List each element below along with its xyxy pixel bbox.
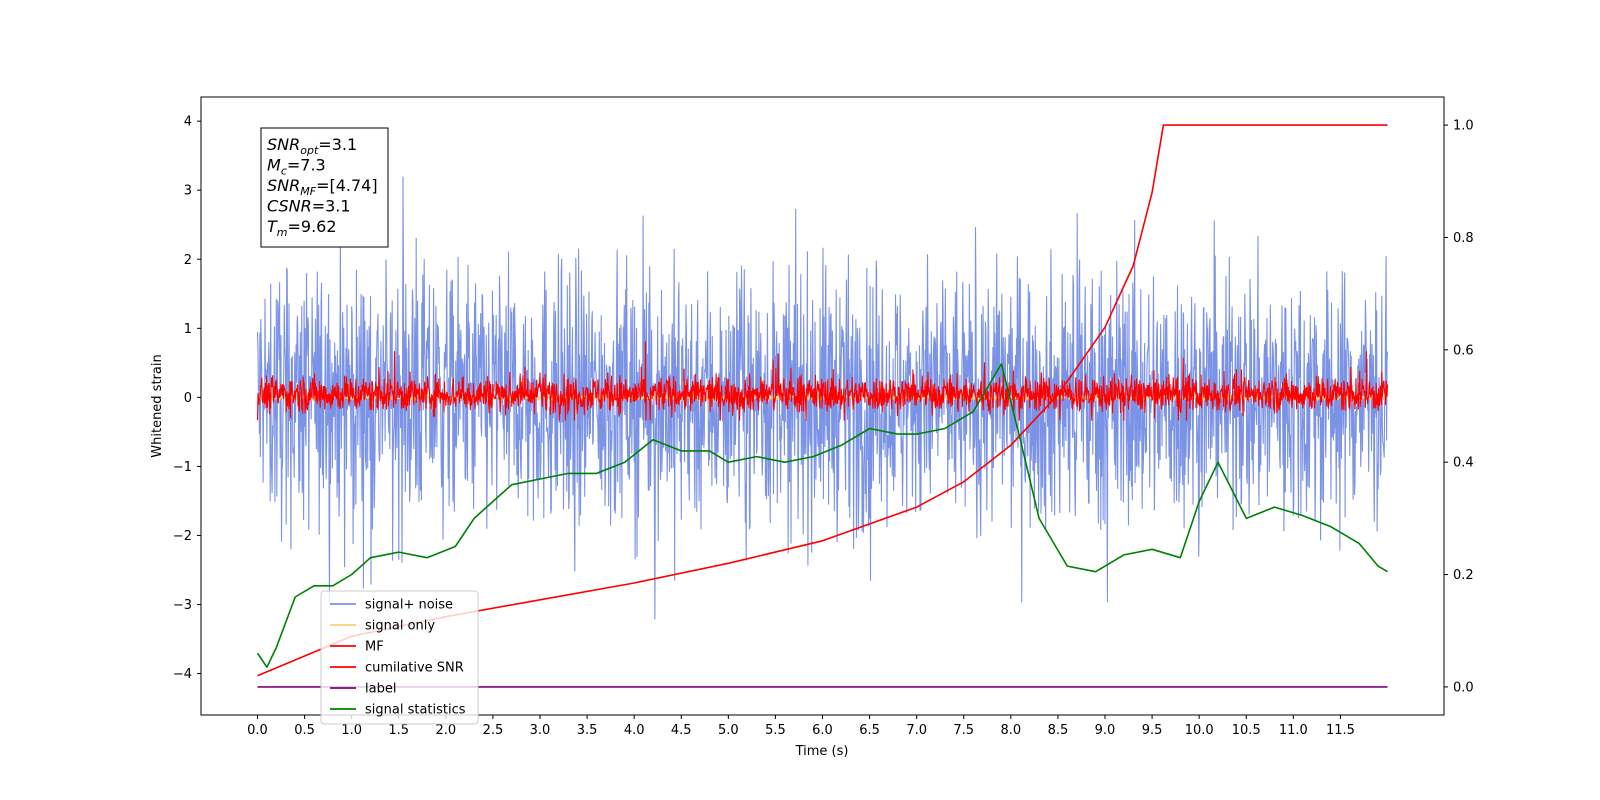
x-tick-label: 7.0 xyxy=(906,723,927,738)
x-tick-label: 10.0 xyxy=(1185,723,1214,738)
info-box: SNRopt=3.1Mc=7.3SNRMF=[4.74]CSNR=3.1Tm=9… xyxy=(260,127,389,248)
y-tick-label: −1 xyxy=(173,460,192,475)
x-tick-label: 3.5 xyxy=(577,723,598,738)
x-tick-label: 2.0 xyxy=(435,723,456,738)
x-tick-label: 9.0 xyxy=(1095,723,1116,738)
y-tick-label: −3 xyxy=(173,598,192,613)
y2-tick-label: 0.6 xyxy=(1453,343,1474,358)
info-symbol: CSNR xyxy=(267,197,312,216)
legend-label: label xyxy=(365,682,396,697)
info-line: CSNR=3.1 xyxy=(267,197,351,216)
info-subscript: m xyxy=(277,226,288,239)
y-tick-label: 1 xyxy=(184,322,192,337)
x-tick-label: 9.5 xyxy=(1142,723,1163,738)
x-tick-label: 0.0 xyxy=(247,723,268,738)
x-tick-label: 5.5 xyxy=(765,723,786,738)
y-tick-label: −4 xyxy=(173,667,192,682)
y-tick-label: 2 xyxy=(184,253,192,268)
x-tick-label: 6.0 xyxy=(812,723,833,738)
info-symbol: T xyxy=(267,217,278,236)
legend-label: signal only xyxy=(365,619,435,634)
x-tick-label: 1.0 xyxy=(341,723,362,738)
x-tick-label: 1.5 xyxy=(388,723,409,738)
info-symbol: SNR xyxy=(267,176,300,195)
x-tick-label: 3.0 xyxy=(530,723,551,738)
info-value: =3.1 xyxy=(312,197,351,216)
info-line: Tm=9.62 xyxy=(267,217,337,239)
y2-tick-label: 0.0 xyxy=(1453,680,1474,695)
legend-label: signal statistics xyxy=(365,703,466,718)
info-line: SNRMF=[4.74] xyxy=(267,176,378,198)
info-value: =3.1 xyxy=(318,135,357,154)
y-axis-label: Whitened strain xyxy=(150,354,165,457)
info-value: =9.62 xyxy=(288,217,337,236)
y-axis-right: 1.0 0.8 0.6 0.4 0.2 0.0 xyxy=(1444,119,1474,695)
info-subscript: MF xyxy=(300,185,316,198)
y-tick-label: −2 xyxy=(173,529,192,544)
series-line-0 xyxy=(256,176,1389,620)
series-line-3 xyxy=(257,124,1388,677)
y-tick-label: 3 xyxy=(184,184,192,199)
x-tick-label: 4.5 xyxy=(671,723,692,738)
y2-tick-label: 0.2 xyxy=(1453,568,1474,583)
x-tick-label: 11.5 xyxy=(1326,723,1355,738)
legend-label: signal+ noise xyxy=(365,598,453,613)
y2-tick-label: 1.0 xyxy=(1453,119,1474,134)
info-subscript: c xyxy=(281,165,287,178)
x-tick-label: 0.5 xyxy=(294,723,315,738)
legend-label: MF xyxy=(365,640,384,655)
y-tick-label: 4 xyxy=(184,115,192,130)
info-value: =7.3 xyxy=(287,156,326,175)
series-line-2 xyxy=(256,341,1389,421)
x-tick-label: 8.5 xyxy=(1048,723,1069,738)
x-tick-label: 10.5 xyxy=(1232,723,1261,738)
info-line: SNRopt=3.1 xyxy=(267,135,357,157)
series-line-5 xyxy=(256,363,1388,668)
x-axis-label: Time (s) xyxy=(795,744,849,759)
y-tick-label: 0 xyxy=(184,391,192,406)
x-tick-label: 2.5 xyxy=(483,723,504,738)
legend: signal+ noise signal only MF cumilative SNR… xyxy=(320,590,479,725)
y2-tick-label: 0.4 xyxy=(1453,456,1474,471)
y-axis-left: 4 3 2 1 0 −1 −2 −3 −4 xyxy=(173,115,201,682)
legend-frame xyxy=(320,590,479,725)
x-tick-label: 8.0 xyxy=(1000,723,1021,738)
info-line: Mc=7.3 xyxy=(267,156,326,178)
legend-label: cumilative SNR xyxy=(365,661,464,676)
x-tick-label: 5.0 xyxy=(718,723,739,738)
x-tick-label: 6.5 xyxy=(859,723,880,738)
x-tick-label: 11.0 xyxy=(1279,723,1308,738)
y2-tick-label: 0.8 xyxy=(1453,231,1474,246)
plot-series xyxy=(256,124,1389,688)
info-symbol: M xyxy=(267,156,281,175)
info-box-frame xyxy=(260,127,389,248)
info-symbol: SNR xyxy=(267,135,300,154)
x-tick-label: 7.5 xyxy=(953,723,974,738)
info-subscript: opt xyxy=(300,144,319,157)
info-value: =[4.74] xyxy=(316,176,378,195)
x-axis: 0.0 0.5 1.0 1.5 2.0 2.5 3.0 3.5 4.0 4.5 5.0 5.5 6.0 6… xyxy=(247,715,1355,738)
x-tick-label: 4.0 xyxy=(624,723,645,738)
